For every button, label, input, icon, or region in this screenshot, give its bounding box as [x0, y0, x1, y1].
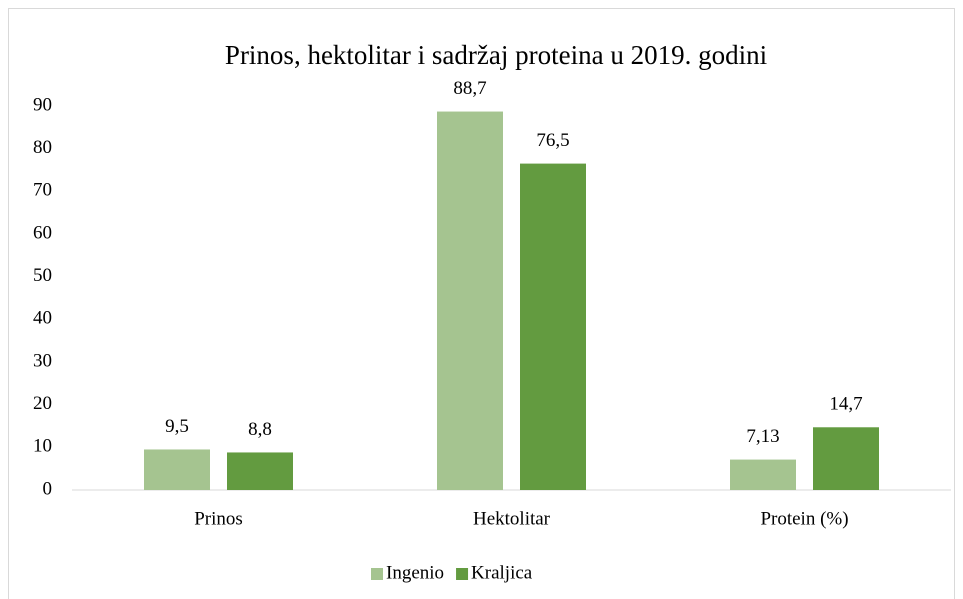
y-tick-label: 20 — [33, 393, 52, 414]
legend-label: Ingenio — [386, 562, 444, 583]
legend-swatch — [456, 568, 469, 580]
x-tick-label: Protein (%) — [760, 508, 848, 529]
data-label: 76,5 — [536, 130, 569, 151]
y-tick-label: 90 — [33, 94, 52, 115]
y-tick-label: 40 — [33, 308, 52, 329]
bar — [730, 459, 796, 490]
bar — [520, 163, 586, 490]
data-label: 88,7 — [453, 78, 486, 99]
y-tick-label: 80 — [33, 137, 52, 158]
bar — [227, 452, 293, 490]
bar — [144, 449, 210, 490]
data-label: 7,13 — [746, 426, 779, 447]
legend-swatch — [371, 568, 383, 580]
x-tick-label: Hektolitar — [473, 508, 551, 529]
y-tick-label: 0 — [43, 478, 53, 499]
y-tick-label: 30 — [33, 350, 52, 371]
chart-title: Prinos, hektolitar i sadržaj proteina u … — [225, 40, 767, 70]
bar — [813, 427, 879, 490]
y-tick-label: 10 — [33, 436, 52, 457]
y-tick-label: 50 — [33, 265, 52, 286]
x-tick-label: Prinos — [194, 508, 243, 529]
legend-label: Kraljica — [471, 562, 533, 583]
data-label: 8,8 — [248, 419, 272, 440]
data-label: 9,5 — [165, 416, 189, 437]
bar — [437, 111, 503, 491]
y-tick-label: 70 — [33, 180, 52, 201]
data-label: 14,7 — [829, 394, 862, 415]
y-tick-label: 60 — [33, 222, 52, 243]
